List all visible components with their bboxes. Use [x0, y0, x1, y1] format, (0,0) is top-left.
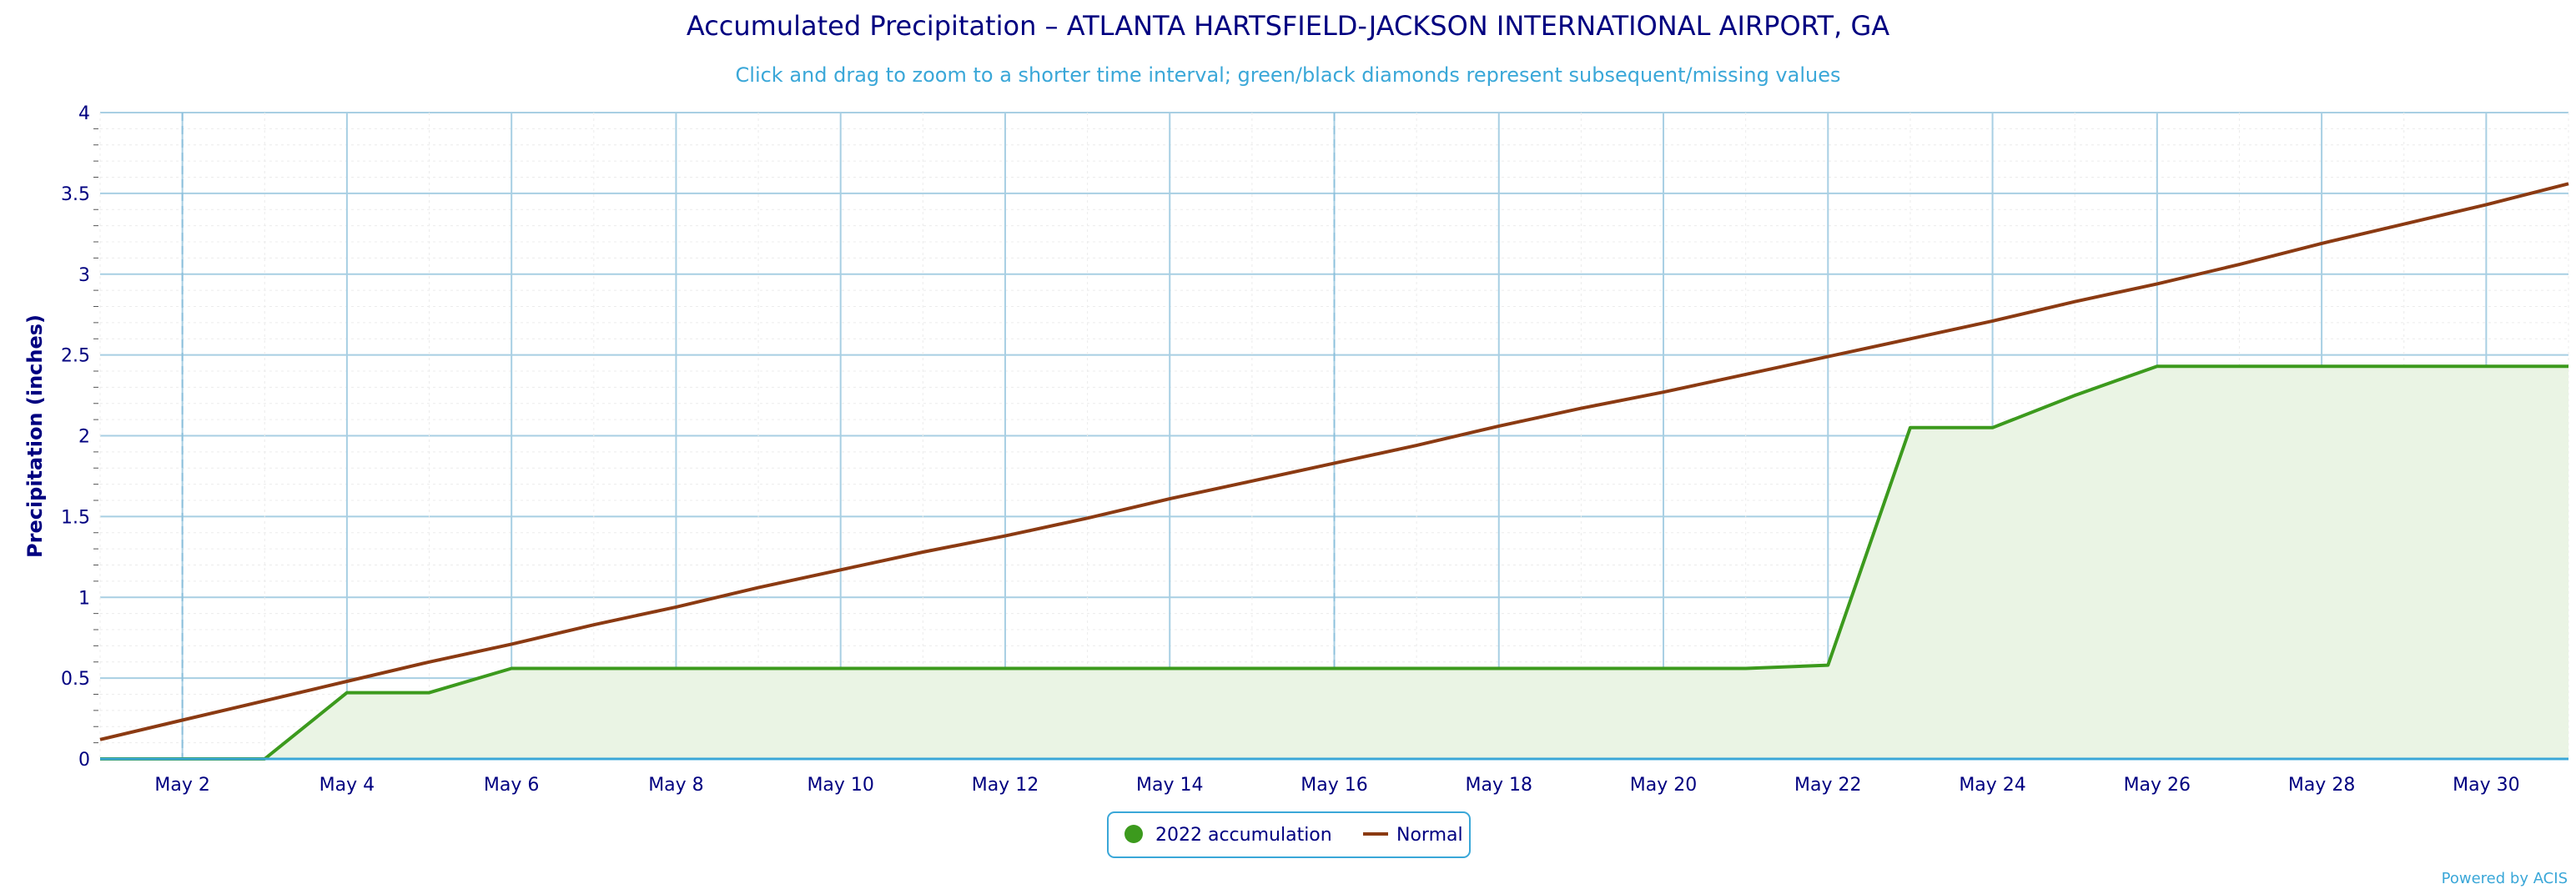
- chart-title: Accumulated Precipitation – ATLANTA HART…: [687, 10, 1889, 42]
- series-2022-accumulation-line[interactable]: [100, 364, 2568, 761]
- y-tick-label: 3: [78, 265, 90, 286]
- chart-subtitle: Click and drag to zoom to a shorter time…: [736, 63, 1841, 87]
- x-tick-label: May 6: [484, 775, 539, 796]
- legend[interactable]: 2022 accumulation Normal: [1107, 811, 1471, 858]
- series-normal-line[interactable]: [99, 182, 2569, 741]
- x-tick-label: May 18: [1466, 775, 1532, 796]
- y-tick-label: 0: [78, 750, 90, 771]
- y-tick-label: 3.5: [61, 184, 90, 205]
- legend-item-2022-accumulation[interactable]: 2022 accumulation: [1155, 825, 1332, 846]
- series-2022-accumulation-area: [100, 366, 2568, 759]
- y-tick-label: 4: [78, 103, 90, 124]
- x-tick-label: May 4: [319, 775, 375, 796]
- y-tick-label: 0.5: [61, 669, 90, 690]
- x-tick-label: May 20: [1630, 775, 1697, 796]
- credit-link[interactable]: Powered by ACIS: [2442, 870, 2568, 887]
- x-tick-label: May 16: [1301, 775, 1367, 796]
- x-tick-label: May 22: [1794, 775, 1861, 796]
- axes: 0 0.5 1 1.5 2 2.5 3 3.5 4 May 2 May 4 May 6 May 8 May…: [61, 103, 2568, 796]
- legend-accumulation-marker: [1124, 825, 1143, 843]
- x-tick-label: May 14: [1136, 775, 1203, 796]
- series-layer: [99, 182, 2569, 761]
- legend-item-normal[interactable]: Normal: [1396, 825, 1463, 846]
- x-tick-label: May 24: [1959, 775, 2025, 796]
- x-tick-label: May 26: [2124, 775, 2191, 796]
- y-axis-label: Precipitation (inches): [23, 314, 47, 558]
- x-tick-label: May 30: [2453, 775, 2519, 796]
- y-tick-label: 2.5: [61, 346, 90, 367]
- x-tick-label: May 8: [648, 775, 703, 796]
- x-tick-label: May 28: [2288, 775, 2355, 796]
- y-tick-label: 1: [78, 588, 90, 609]
- y-tick-label: 2: [78, 427, 90, 448]
- x-tick-label: May 2: [154, 775, 209, 796]
- legend-box: [1107, 811, 1471, 858]
- x-tick-label: May 12: [972, 775, 1039, 796]
- y-tick-label: 1.5: [61, 507, 90, 528]
- x-tick-label: May 10: [807, 775, 873, 796]
